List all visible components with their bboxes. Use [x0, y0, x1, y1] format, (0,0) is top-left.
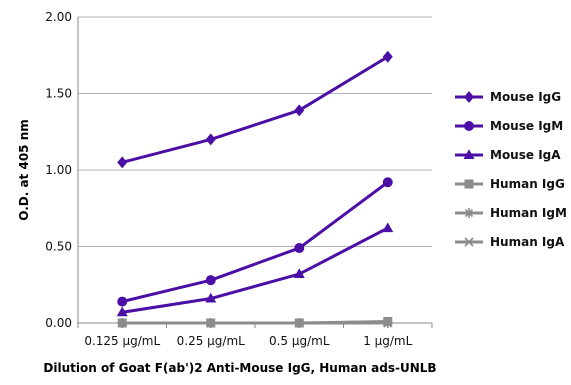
data-point	[117, 318, 127, 328]
data-point	[294, 243, 305, 254]
legend-item: Human IgA	[455, 235, 565, 249]
legend-label: Human IgA	[490, 235, 565, 249]
series-human-igg	[117, 316, 393, 328]
data-point	[382, 50, 393, 63]
series-line	[121, 181, 389, 304]
series-line	[121, 55, 389, 164]
legend-marker	[464, 179, 474, 189]
x-tick-label: 0.25 µg/mL	[177, 334, 246, 348]
y-tick-label: 1.50	[45, 87, 72, 101]
legend-item: Mouse IgA	[455, 148, 561, 162]
series-mouse-iga	[116, 222, 394, 317]
series-line	[122, 319, 388, 325]
series-mouse-igg	[117, 50, 393, 169]
data-point	[117, 156, 128, 169]
legend-label: Mouse IgA	[490, 148, 561, 162]
legend-item: Mouse IgM	[455, 119, 563, 133]
y-axis-label: O.D. at 405 nm	[17, 119, 31, 220]
x-tick-label: 0.125 µg/mL	[84, 334, 160, 348]
data-point	[383, 316, 393, 326]
data-point	[205, 275, 216, 286]
series-lines	[116, 50, 394, 328]
data-point	[116, 306, 128, 317]
y-tick-label: 2.00	[45, 10, 72, 24]
data-point	[382, 177, 393, 188]
legend-item: Human IgM	[455, 206, 567, 220]
legend-label: Mouse IgM	[490, 119, 563, 133]
data-point	[205, 292, 217, 303]
grid-lines	[78, 16, 432, 247]
y-tick-label: 0.50	[45, 240, 72, 254]
legend-label: Human IgM	[490, 206, 567, 220]
data-point	[382, 222, 394, 233]
y-tick-label: 0.00	[45, 316, 72, 330]
series-mouse-igm	[117, 177, 393, 307]
series-line	[122, 226, 389, 314]
legend-marker	[463, 149, 475, 159]
x-tick-label: 1 µg/mL	[363, 334, 412, 348]
x-tick-label: 0.5 µg/mL	[269, 334, 330, 348]
legend-marker	[464, 208, 474, 218]
data-point	[205, 133, 216, 146]
legend-marker	[464, 237, 474, 247]
data-point	[294, 104, 305, 117]
x-tick-labels: 0.125 µg/mL 0.25 µg/mL 0.5 µg/mL 1 µg/mL	[84, 334, 412, 348]
data-point	[117, 296, 128, 307]
y-tick-labels: 0.00 0.50 1.00 1.50 2.00	[45, 10, 72, 330]
legend-label: Human IgG	[490, 177, 565, 191]
data-point	[293, 268, 305, 279]
legend-item: Human IgG	[455, 177, 565, 191]
legend-marker	[464, 91, 474, 103]
y-tick-label: 1.00	[45, 163, 72, 177]
legend-item: Mouse IgG	[455, 90, 561, 104]
data-point	[206, 318, 216, 328]
legend-marker	[464, 121, 474, 131]
legend: Mouse IgG Mouse IgM Mouse IgA Human IgG Huma…	[455, 90, 567, 249]
data-point	[294, 318, 304, 328]
legend-label: Mouse IgG	[490, 90, 561, 104]
x-axis-label: Dilution of Goat F(ab')2 Anti-Mouse IgG,…	[43, 361, 436, 375]
